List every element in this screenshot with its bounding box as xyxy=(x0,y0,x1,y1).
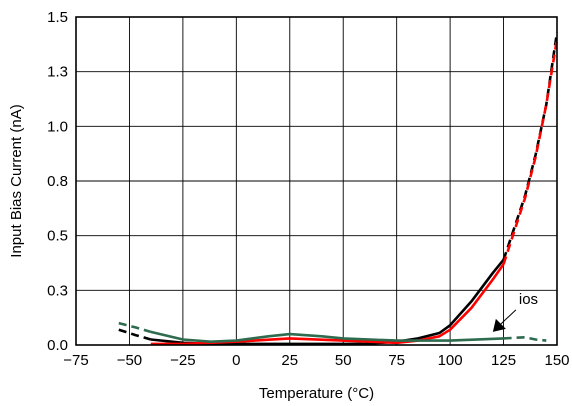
x-tick-label: −75 xyxy=(63,352,88,369)
annotation-arrow-head xyxy=(492,318,506,332)
series-line xyxy=(502,32,559,261)
annotation-arrow-line xyxy=(498,309,517,327)
series-line xyxy=(150,263,505,346)
y-tick-label: 0.8 xyxy=(47,173,68,190)
tick-layer: −75 −50 −25 0 25 50 75 100 125 150 0.0 0.3 0.5 0.8 1.0… xyxy=(47,9,569,369)
x-tick-label: 150 xyxy=(544,352,569,369)
x-tick-label: 75 xyxy=(388,352,405,369)
x-tick-label: 25 xyxy=(281,352,298,369)
y-tick-label: 1.3 xyxy=(47,64,68,81)
x-tick-label: 100 xyxy=(438,352,463,369)
x-tick-label: −25 xyxy=(170,352,195,369)
x-axis-label: Temperature (°C) xyxy=(259,385,374,402)
y-axis-label: Input Bias Current (nA) xyxy=(8,104,25,257)
x-tick-label: −50 xyxy=(117,352,142,369)
series-line xyxy=(150,330,504,343)
x-tick-label: 0 xyxy=(232,352,240,369)
annotation-ios-label: ios xyxy=(519,291,538,308)
y-tick-label: 0.0 xyxy=(47,337,68,354)
series-line xyxy=(503,336,547,342)
x-tick-label: 50 xyxy=(335,352,352,369)
annotation-layer: ios xyxy=(492,291,538,332)
plot-frame xyxy=(75,16,558,346)
series-line xyxy=(502,38,559,265)
series-layer xyxy=(118,32,559,346)
series-line xyxy=(150,258,505,346)
y-tick-label: 0.5 xyxy=(47,228,68,245)
y-tick-label: 1.0 xyxy=(47,118,68,135)
y-tick-label: 0.3 xyxy=(47,282,68,299)
series-line xyxy=(118,328,152,341)
x-tick-label: 125 xyxy=(491,352,516,369)
series-line xyxy=(118,321,152,334)
y-tick-label: 1.5 xyxy=(47,9,68,26)
grid-layer xyxy=(76,17,557,345)
